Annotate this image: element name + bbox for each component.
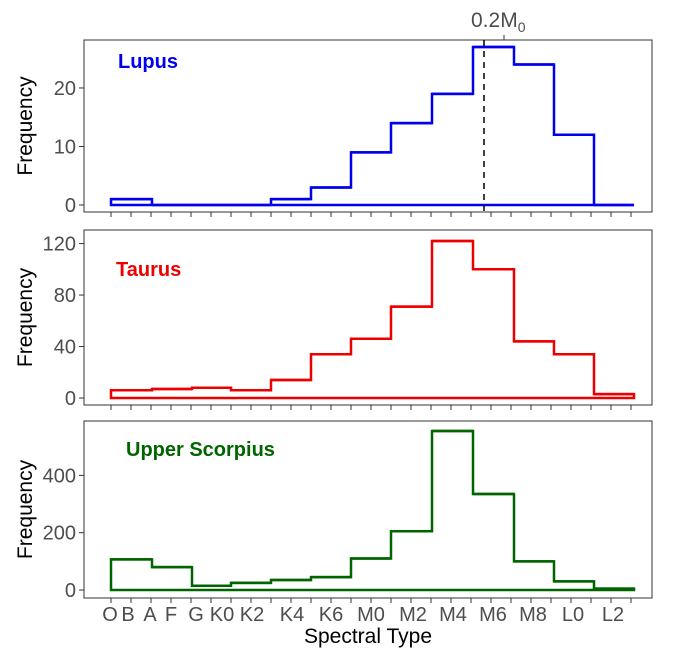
x-axis-title: Spectral Type	[304, 625, 432, 648]
x-tick-label: K2	[240, 604, 264, 626]
y-tick-label: 0	[65, 580, 76, 602]
x-tick-label: M6	[479, 604, 507, 626]
y-tick-label: 200	[43, 523, 76, 545]
panel-border	[83, 420, 653, 599]
y-tick-label: 120	[43, 234, 76, 256]
reference-label-subscript: 0	[518, 19, 526, 35]
panel-1: 0 10 20 Frequency Lupus	[14, 39, 653, 217]
y-axis-title: Frequency	[14, 267, 37, 367]
x-tick-label: B	[121, 604, 134, 626]
x-tick-label: F	[165, 604, 177, 626]
histogram-outline	[109, 239, 636, 400]
reference-label-main: 0.2M	[471, 9, 518, 32]
x-tick-label: M0	[357, 604, 385, 626]
panel-label: Upper Scorpius	[126, 439, 275, 461]
x-tick-label: G	[188, 604, 204, 626]
x-tick-label: M4	[439, 604, 467, 626]
y-tick-label: 400	[43, 465, 76, 487]
y-tick-label: 40	[54, 337, 76, 359]
x-tick-label: L2	[602, 604, 624, 626]
x-tick-label: K6	[319, 604, 343, 626]
x-axis: Spectral Type O B A F G K0 K2 K4 K6 M0 M2 M4 M6 M8 L0 L…	[102, 604, 624, 648]
reference-label: 0.2M0	[471, 9, 526, 35]
y-axis-title: Frequency	[14, 76, 37, 176]
histogram-outline	[109, 45, 634, 207]
y-axis-title: Frequency	[14, 459, 37, 559]
y-tick-label: 0	[65, 195, 76, 217]
panel-label: Taurus	[116, 259, 181, 281]
y-tick-label: 80	[54, 285, 76, 307]
panel-2: 0 40 80 120 Frequency Taurus	[14, 229, 653, 410]
x-tick-label: K0	[210, 604, 234, 626]
panel-label: Lupus	[118, 51, 178, 73]
x-tick-label: A	[143, 604, 157, 626]
reference-line-group: 0.2M0	[471, 9, 526, 212]
x-tick-label: O	[102, 604, 118, 626]
y-tick-label: 0	[65, 388, 76, 410]
x-tick-label: M2	[399, 604, 427, 626]
y-tick-label: 10	[54, 136, 76, 158]
x-tick-label: L0	[562, 604, 584, 626]
x-tick-label: M8	[519, 604, 547, 626]
x-tick-label: K4	[280, 604, 304, 626]
y-tick-label: 20	[54, 78, 76, 100]
panel-border	[83, 229, 653, 406]
panel-border	[83, 39, 653, 213]
panel-3: 0 200 400 Frequency Upper Scorpius	[14, 420, 653, 603]
panels: 0 10 20 Frequency Lupus 0 40 80 120 Frequency Taur…	[14, 39, 653, 603]
